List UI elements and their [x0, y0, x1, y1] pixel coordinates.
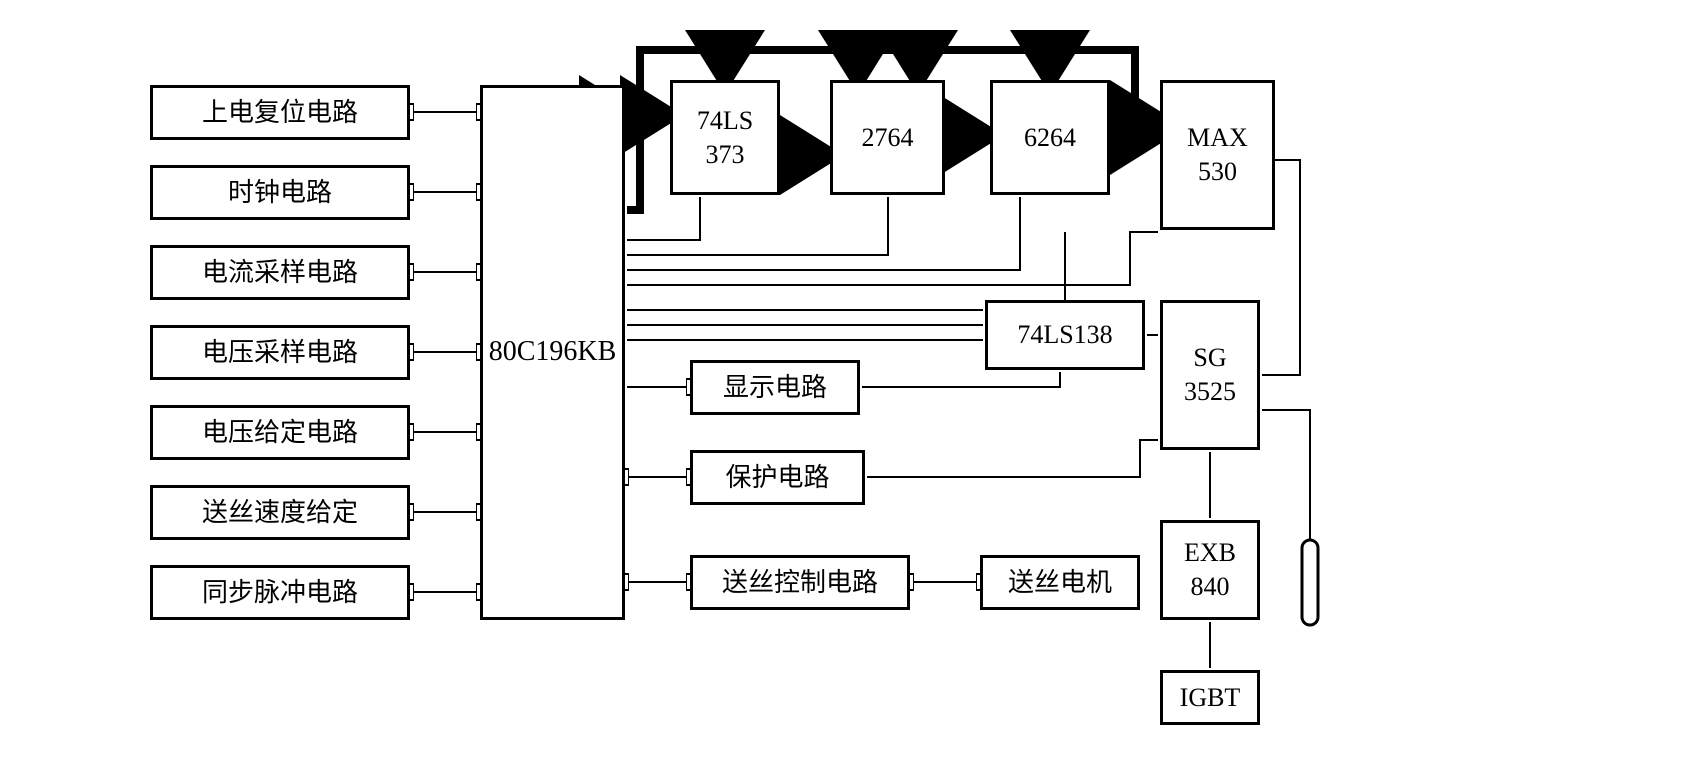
label: 电压给定电路	[202, 416, 358, 450]
block-display: 显示电路	[690, 360, 860, 415]
block-sync: 同步脉冲电路	[150, 565, 410, 620]
label: SG 3525	[1184, 341, 1236, 409]
block-max530: MAX 530	[1160, 80, 1275, 230]
block-mcu: 80C196KB	[480, 85, 625, 620]
block-vsample: 电压采样电路	[150, 325, 410, 380]
label: 同步脉冲电路	[202, 576, 358, 610]
block-protect: 保护电路	[690, 450, 865, 505]
label: 送丝控制电路	[722, 566, 878, 600]
label: 80C196KB	[489, 334, 617, 370]
label: IGBT	[1180, 681, 1241, 715]
display-to-ls138	[862, 372, 1060, 387]
label: 2764	[862, 121, 914, 155]
label: 显示电路	[723, 371, 827, 405]
label: 保护电路	[725, 461, 829, 495]
label: 74LS 373	[697, 104, 753, 172]
block-isample: 电流采样电路	[150, 245, 410, 300]
label: 上电复位电路	[202, 96, 358, 130]
block-vref: 电压给定电路	[150, 405, 410, 460]
block-wirespd: 送丝速度给定	[150, 485, 410, 540]
label: 74LS138	[1017, 318, 1112, 352]
sense-probe	[1302, 540, 1318, 625]
label: 电流采样电路	[202, 256, 358, 290]
block-74ls373: 74LS 373	[670, 80, 780, 195]
label: 电压采样电路	[202, 336, 358, 370]
block-igbt: IGBT	[1160, 670, 1260, 725]
protect-to-sg	[867, 440, 1158, 477]
label: 送丝电机	[1008, 566, 1112, 600]
block-wiremotor: 送丝电机	[980, 555, 1140, 610]
block-reset: 上电复位电路	[150, 85, 410, 140]
label: 送丝速度给定	[202, 496, 358, 530]
label: 时钟电路	[228, 176, 332, 210]
left-input-connectors	[412, 112, 478, 592]
label: EXB 840	[1184, 536, 1236, 604]
block-74ls138: 74LS138	[985, 300, 1145, 370]
label: 6264	[1024, 121, 1076, 155]
label: MAX 530	[1187, 121, 1248, 189]
block-clock: 时钟电路	[150, 165, 410, 220]
block-2764: 2764	[830, 80, 945, 195]
block-wirectrl: 送丝控制电路	[690, 555, 910, 610]
block-sg3525: SG 3525	[1160, 300, 1260, 450]
block-6264: 6264	[990, 80, 1110, 195]
block-exb840: EXB 840	[1160, 520, 1260, 620]
